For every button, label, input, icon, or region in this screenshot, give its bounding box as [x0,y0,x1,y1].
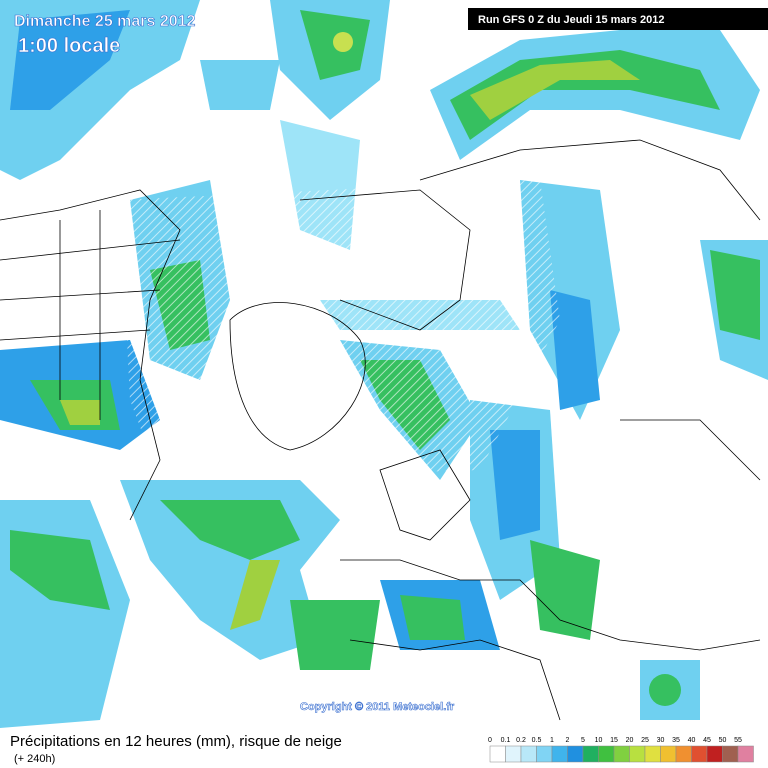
date-label: Dimanche 25 mars 2012 [14,13,196,30]
legend-swatch [660,745,677,763]
legend-label: 2 [566,737,570,744]
legend-swatch [675,745,692,763]
legend-label: 5 [581,737,585,744]
legend-label: 0 [488,737,492,744]
legend-swatch [691,745,708,763]
precipitation-areas [0,0,768,728]
legend-swatch [489,745,506,763]
legend-label: 55 [734,737,742,744]
legend-label: 0.2 [516,737,526,744]
legend-label: 20 [626,737,634,744]
legend-swatch [706,745,723,763]
legend-label: 40 [688,737,696,744]
legend-swatch [644,745,661,763]
legend-label: 0.1 [501,737,511,744]
legend-label: 15 [610,737,618,744]
coastlines [0,139,761,721]
legend-label: 35 [672,737,680,744]
run-label: Run GFS 0 Z du Jeudi 15 mars 2012 [478,14,664,26]
time-label: 1:00 locale [18,35,120,57]
legend-swatch [722,745,739,763]
footer-lead: (+ 240h) [14,753,55,765]
legend-label: 50 [719,737,727,744]
legend-swatch [551,745,568,763]
legend-label: 25 [641,737,649,744]
legend-label: 30 [657,737,665,744]
legend-label: 0.5 [532,737,542,744]
footer-title: Précipitations en 12 heures (mm), risque… [10,733,342,750]
legend: 0 0.1 0.2 0.5 1 2 5 10 15 20 25 30 35 40 45 50 55 [488,737,754,763]
legend-swatch [505,745,522,763]
legend-label: 1 [550,737,554,744]
legend-swatch [629,745,646,763]
run-box [468,8,768,30]
legend-swatch [613,745,630,763]
legend-swatch [582,745,599,763]
legend-swatch [598,745,615,763]
legend-label: 10 [595,737,603,744]
copyright: Copyright © 2011 Meteociel.fr [300,701,455,713]
legend-swatch [567,745,584,763]
legend-swatch [536,745,553,763]
legend-swatch [737,745,754,763]
legend-swatch [520,745,537,763]
legend-label: 45 [703,737,711,744]
map: Copyright © 2011 Meteociel.fr [0,0,768,728]
